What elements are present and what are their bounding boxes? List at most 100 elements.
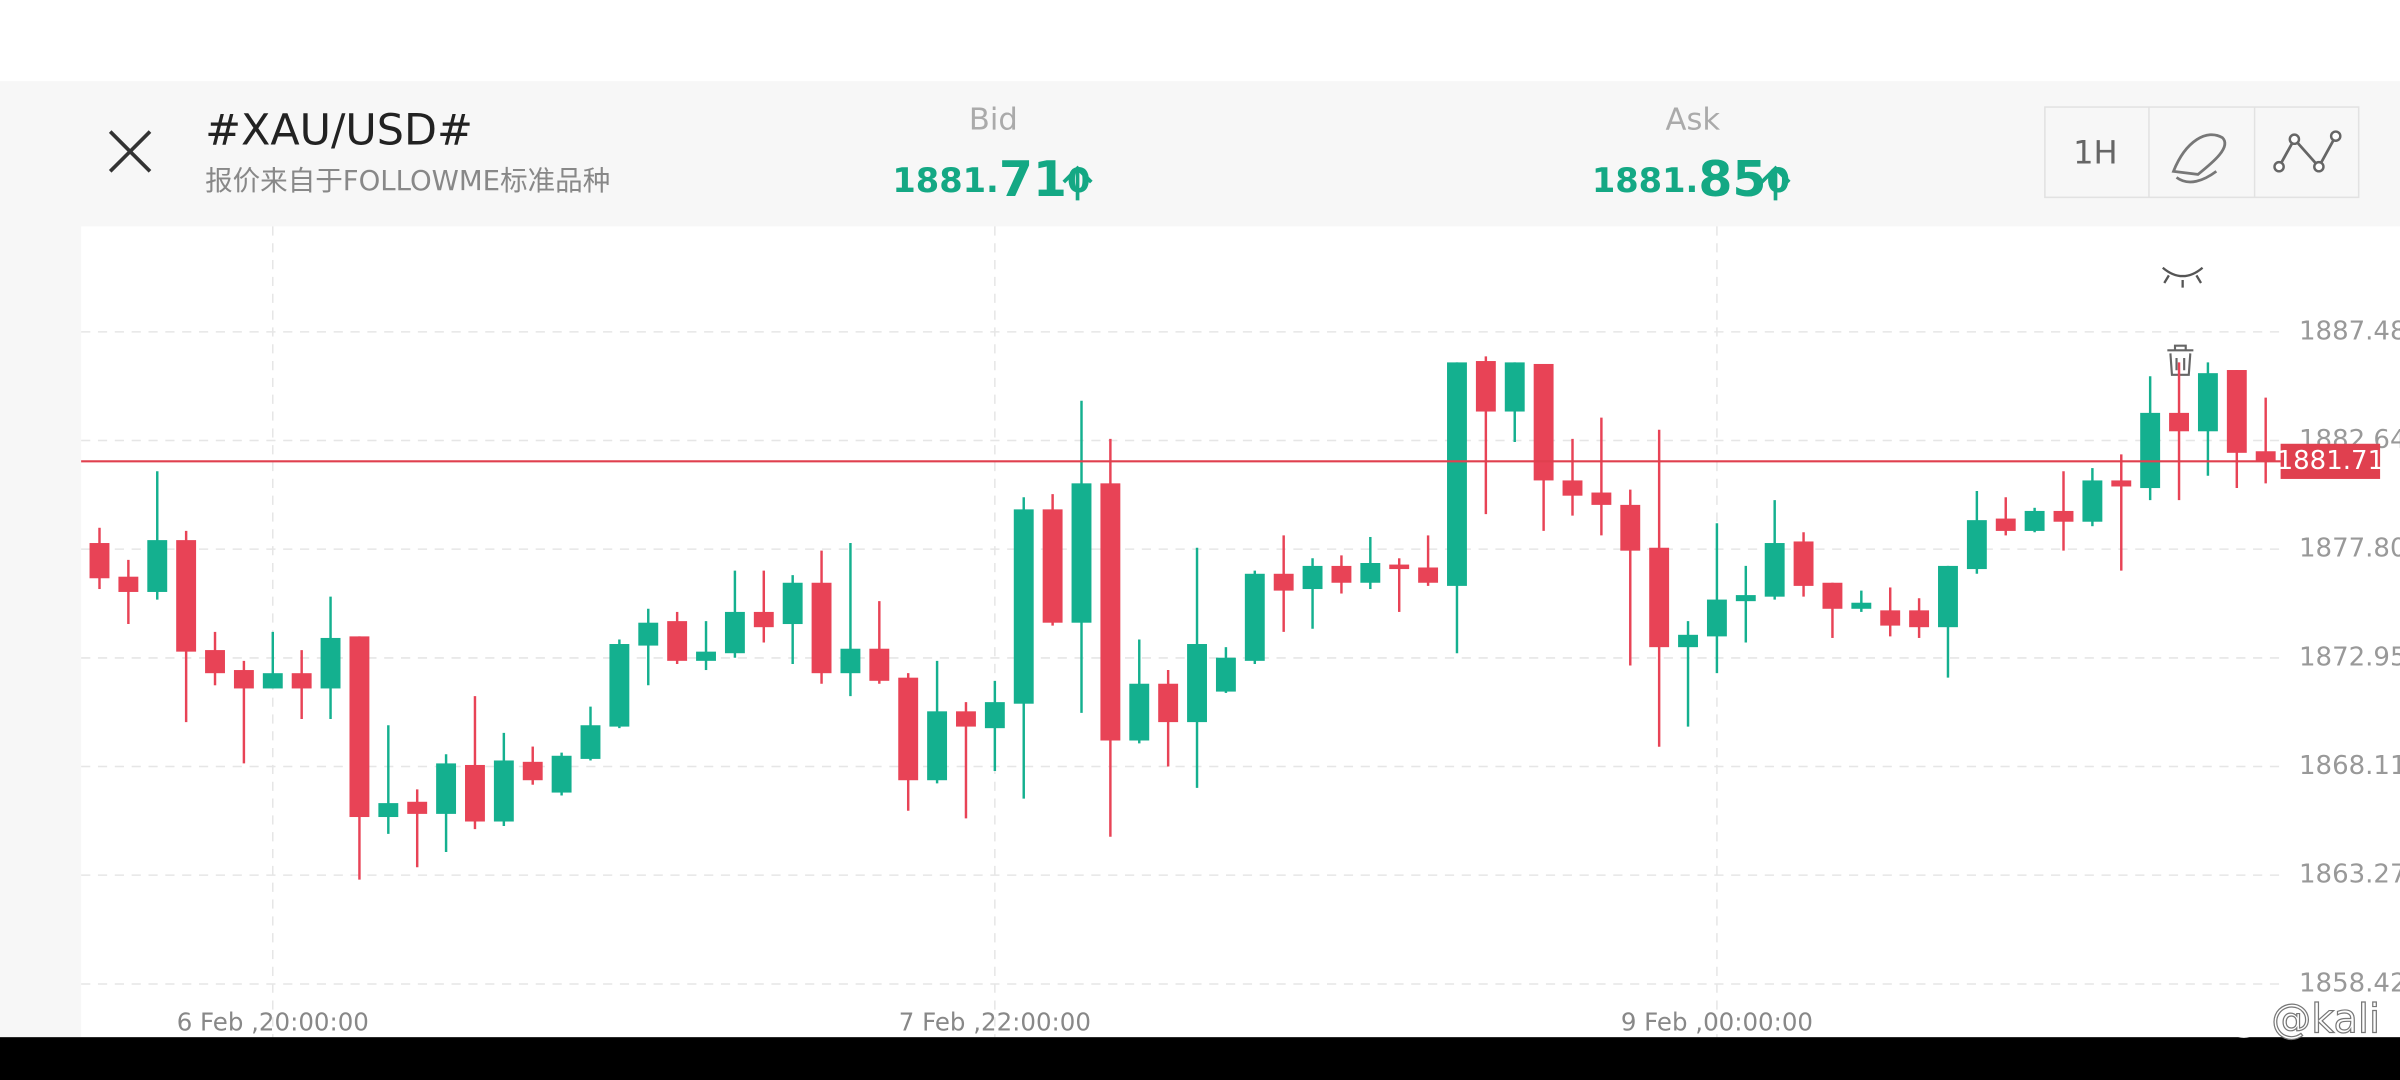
candle-body	[1389, 564, 1410, 570]
candle-body	[1129, 683, 1150, 741]
candle-body	[1533, 363, 1554, 481]
x-tick-label: 6 Feb ,20:00:00	[177, 1007, 369, 1036]
hide-icon[interactable]	[2162, 266, 2204, 288]
candle-body	[1475, 361, 1496, 412]
candle-body	[1678, 634, 1698, 648]
current-price-tag-bg	[2280, 443, 2381, 479]
bid-up-arrow	[1062, 165, 1093, 201]
candle-body	[1822, 582, 1843, 609]
candle-body	[2169, 412, 2189, 432]
candle-body	[349, 636, 370, 818]
candle-body	[1851, 602, 1872, 609]
candle-body	[1360, 563, 1381, 583]
candle-body	[638, 622, 659, 646]
candle-body	[1244, 573, 1265, 661]
candle-body	[1591, 492, 1612, 505]
plot: 1858.421863.271868.111872.951877.801882.…	[81, 226, 2400, 1038]
candle-body	[956, 711, 976, 727]
candle-body	[378, 803, 399, 818]
candle-body	[1735, 595, 1756, 602]
indicator-point	[2288, 133, 2301, 146]
candle-body	[869, 648, 890, 681]
candle-body	[1071, 483, 1092, 623]
indicator-point	[2313, 160, 2325, 173]
x-tick-label: 7 Feb ,22:00:00	[899, 1007, 1091, 1036]
candle-body	[1100, 483, 1121, 741]
candle-body	[580, 725, 601, 759]
candle-body	[1302, 565, 1323, 590]
candle-body	[2197, 373, 2218, 432]
watermark-logo	[2227, 1005, 2260, 1038]
candle-body	[753, 611, 774, 628]
current-price-tag: 1881.71	[2277, 446, 2385, 476]
candle-body	[811, 582, 832, 674]
candle-body	[724, 611, 745, 654]
candle-body	[1013, 509, 1034, 704]
candle-body	[2140, 412, 2161, 489]
candle-body	[465, 764, 485, 822]
candle-body	[1504, 362, 1525, 412]
candle-body	[176, 540, 197, 652]
candle-body	[2082, 480, 2103, 522]
candle-body	[262, 673, 283, 689]
bottom-bar	[0, 1037, 2400, 1080]
candle-body	[1158, 683, 1179, 723]
draw-tool-button[interactable]	[2171, 133, 2227, 184]
candle-body	[1447, 362, 1467, 586]
candle-body	[2111, 480, 2132, 487]
candle-body	[1938, 565, 1958, 628]
candle-body	[927, 711, 948, 781]
candle-body	[782, 582, 803, 625]
candle-body	[147, 540, 168, 592]
candle-body	[118, 576, 139, 592]
candle-body	[436, 763, 457, 814]
candle-body	[1880, 610, 1901, 626]
candle-body	[2024, 510, 2045, 531]
ask-prefix: 1881.	[1592, 161, 1698, 200]
candle-body	[291, 673, 312, 689]
bid-prefix: 1881.	[892, 161, 998, 200]
candle-body	[522, 761, 543, 781]
chart-area	[81, 226, 2400, 1038]
close-button[interactable]	[108, 130, 152, 173]
candle-body	[667, 621, 688, 661]
candle-body	[493, 760, 514, 822]
y-tick-label: 1872.95	[2299, 642, 2400, 672]
y-tick-label: 1877.80	[2299, 534, 2400, 564]
y-tick-label: 1858.42	[2299, 968, 2400, 998]
candle-body	[233, 670, 254, 689]
ask-main: 85	[1698, 151, 1766, 208]
ask-price: 1881.850	[1592, 151, 1790, 208]
candle-body	[1995, 518, 2016, 531]
candle-body	[1966, 520, 1987, 570]
candle-body	[840, 648, 861, 674]
indicator-point	[2329, 130, 2342, 142]
candle-body	[984, 702, 1005, 729]
y-tick-label: 1887.48	[2299, 316, 2400, 346]
candle-body	[2226, 370, 2247, 453]
symbol-title: #XAU/USD#	[205, 106, 473, 156]
ask-up-arrow	[1760, 165, 1791, 201]
bid-main: 71	[999, 151, 1067, 208]
ask-label: Ask	[1666, 102, 1721, 137]
indicator-points	[2273, 130, 2342, 173]
candle-body	[1620, 504, 1641, 551]
candle-body	[1215, 657, 1236, 692]
watermark: @kali	[2271, 996, 2380, 1042]
candle-body	[1273, 573, 1294, 591]
candle-body	[609, 644, 630, 727]
candle-body	[1764, 543, 1785, 597]
delete-icon[interactable]	[2167, 344, 2194, 376]
candle-body	[1793, 541, 1814, 586]
y-tick-label: 1868.11	[2299, 751, 2400, 781]
indicator-button[interactable]	[2277, 135, 2337, 170]
candle-body	[407, 801, 428, 814]
candle-body	[1649, 547, 1670, 648]
candle-body	[89, 543, 110, 579]
symbol-subtitle: 报价来自于FOLLOWME标准品种	[205, 165, 610, 197]
candle-body	[898, 677, 919, 781]
timeframe-button[interactable]: 1H	[2073, 134, 2118, 172]
candle-body	[1706, 599, 1727, 637]
